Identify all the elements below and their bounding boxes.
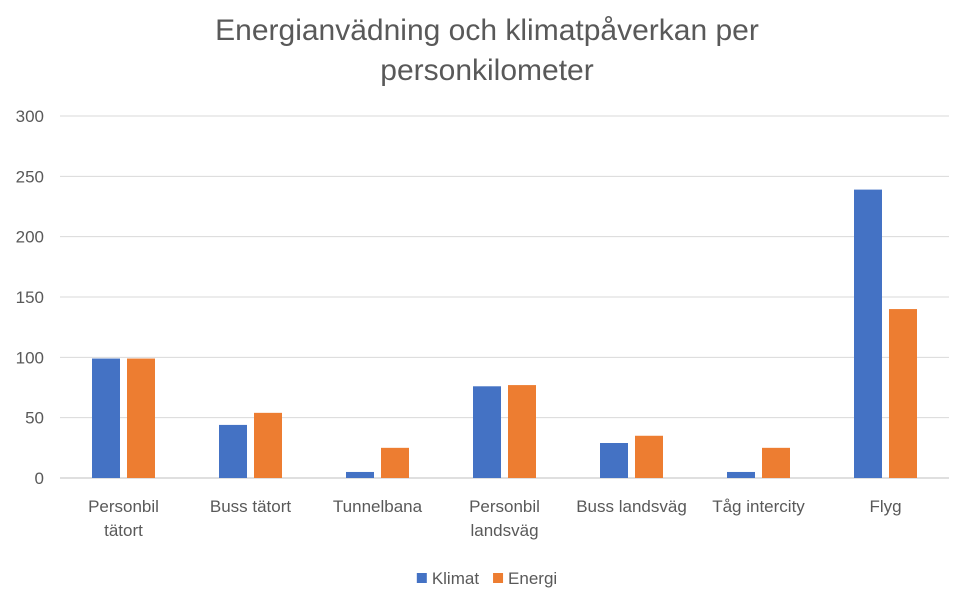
- category-label: Personbil tätort: [88, 497, 159, 540]
- bars: [92, 189, 917, 478]
- bar-energi: [635, 435, 663, 478]
- category-label: Buss tätort: [210, 497, 292, 516]
- bar-klimat: [600, 443, 628, 478]
- legend-label: Energi: [508, 569, 557, 588]
- chart-title-line: personkilometer: [380, 54, 593, 87]
- y-tick-label: 150: [16, 288, 44, 307]
- bar-energi: [381, 447, 409, 478]
- y-tick-label: 0: [35, 469, 44, 488]
- bar-klimat: [92, 358, 120, 478]
- gridlines: [60, 115, 949, 479]
- y-tick-label: 250: [16, 167, 44, 186]
- bar-klimat: [473, 386, 501, 478]
- legend-swatch-energi: [493, 573, 504, 583]
- bar-energi: [889, 309, 917, 478]
- y-tick-label: 100: [16, 348, 44, 367]
- bar-klimat: [219, 424, 247, 478]
- legend-label: Klimat: [432, 569, 480, 588]
- category-label: Tunnelbana: [333, 497, 423, 516]
- legend: Klimat Energi: [416, 569, 557, 588]
- bar-klimat: [346, 471, 374, 478]
- y-axis-ticks: 0 50 100 150 200 250 300: [16, 107, 44, 488]
- y-tick-label: 300: [16, 107, 44, 126]
- legend-swatch-klimat: [416, 573, 427, 583]
- category-label: Flyg: [869, 497, 901, 516]
- x-axis-categories: Personbil tätort Buss tätort Tunnelbana Pers…: [88, 497, 902, 540]
- bar-energi: [508, 385, 536, 478]
- y-tick-label: 200: [16, 228, 44, 247]
- category-label: Personbil landsväg: [469, 497, 540, 540]
- chart-title-line: Energianvädning och klimatpåverkan per: [215, 14, 759, 47]
- bar-energi: [254, 412, 282, 478]
- chart-title: Energianvädning och klimatpåverkan per pe…: [215, 14, 759, 87]
- bar-energi: [127, 358, 155, 478]
- bar-klimat: [854, 189, 882, 478]
- y-tick-label: 50: [25, 409, 44, 428]
- category-label: Tåg intercity: [712, 497, 805, 516]
- category-label: Buss landsväg: [576, 497, 687, 516]
- bar-klimat: [727, 471, 755, 478]
- bar-energi: [762, 447, 790, 478]
